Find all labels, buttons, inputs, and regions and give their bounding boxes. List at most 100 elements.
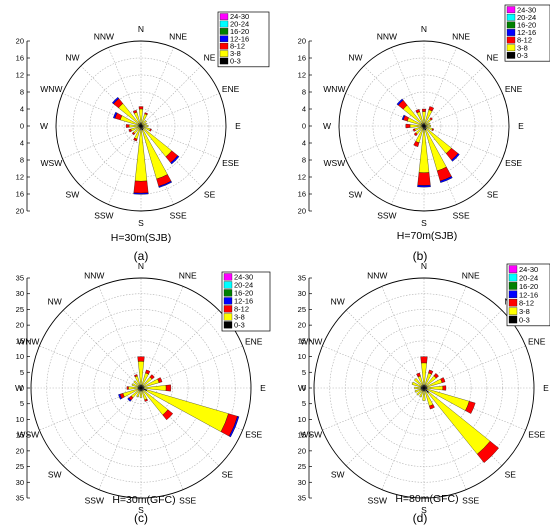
legend-swatch <box>506 13 516 21</box>
wedge-w-bin-1 <box>128 386 139 390</box>
y-axis-tick-label: 5 <box>302 368 306 377</box>
grid-spoke <box>346 387 425 466</box>
wedge-ene-bin-2 <box>157 377 163 383</box>
legend-label: 20-24 <box>230 20 249 29</box>
wedge-w-bin-2 <box>126 386 129 390</box>
wind-rose-panel-3: 353025201510505101520253035NNNENEENEEESE… <box>15 261 271 525</box>
direction-label-nw: NW <box>331 297 345 307</box>
grid-spoke <box>140 47 174 127</box>
y-axis-tick-label: 25 <box>16 305 24 314</box>
direction-label-ssw: SSW <box>85 496 104 506</box>
legend-label: 3-8 <box>230 49 241 58</box>
legend-label: 3-8 <box>519 307 530 316</box>
legend-label: 8-12 <box>517 36 532 45</box>
wedge-sw-bin-2 <box>413 132 418 137</box>
grid-spoke <box>108 125 142 205</box>
y-axis-tick-label: 12 <box>298 71 306 80</box>
y-axis-tick-label: 30 <box>298 478 306 487</box>
legend-swatch <box>506 51 516 59</box>
legend-swatch <box>223 321 233 329</box>
direction-label-ese: ESE <box>528 430 545 440</box>
wedge-s-bin-3 <box>133 192 149 195</box>
y-axis-tick-label: 25 <box>16 462 24 471</box>
panel-letter: (d) <box>413 511 428 525</box>
wedge-nne-bin-2 <box>144 112 148 116</box>
grid-spoke <box>381 387 425 490</box>
legend-swatch <box>219 20 229 28</box>
y-axis-tick-label: 12 <box>16 173 24 182</box>
wind-rose-panel-1: 20 16 12 8 4 0 4 8 12 16 20 N NNE NE ENE E ESE SE SSE S SSW S… <box>16 11 270 263</box>
grid-spoke <box>322 387 425 431</box>
grid-spoke <box>98 286 142 389</box>
y-axis-tick-label: 20 <box>298 321 306 330</box>
wedge-nne-bin-2 <box>145 369 151 375</box>
wedge-e-bin-1 <box>426 385 444 391</box>
wedge-nnw-bin-2 <box>134 374 138 378</box>
wedge-s-bin-1 <box>422 390 426 401</box>
direction-label-ene: ENE <box>528 336 546 346</box>
grid-spoke <box>140 310 219 389</box>
y-axis-tick-label: 20 <box>298 37 306 46</box>
wedge-s-bin-1 <box>139 390 143 398</box>
y-axis-tick-label: 30 <box>16 289 24 298</box>
wedge-n-bin-2 <box>422 108 426 112</box>
legend-swatch <box>506 21 516 29</box>
legend-swatch <box>219 50 229 57</box>
direction-label-ene: ENE <box>505 84 523 94</box>
legend-label: 8-12 <box>519 299 534 308</box>
legend-swatch <box>506 29 516 36</box>
direction-label-w: W <box>298 383 306 393</box>
grid-ring <box>72 57 210 195</box>
grid-ring <box>355 57 493 195</box>
grid-spoke <box>423 47 457 127</box>
direction-label-w: W <box>15 383 23 393</box>
wedge-ene-bin-1 <box>142 122 147 126</box>
y-axis-tick-label: 16 <box>16 190 24 199</box>
legend-label: 16-20 <box>230 27 249 36</box>
direction-label-nne: NNE <box>452 31 470 41</box>
y-axis-tick-label: 20 <box>16 446 24 455</box>
direction-label-s: S <box>421 218 427 228</box>
direction-label-wnw: WNW <box>40 84 62 94</box>
wedge-s-bin-2 <box>417 172 431 186</box>
legend-label: 12-16 <box>519 290 538 299</box>
direction-label-sse: SSE <box>462 496 479 506</box>
wedge-ne-bin-1 <box>141 120 147 126</box>
grid-spoke <box>80 125 142 187</box>
legend-label: 12-16 <box>234 297 253 306</box>
wedge-ne-bin-2 <box>429 117 433 121</box>
direction-label-sse: SSE <box>170 211 187 221</box>
wedge-ese-bin-2 <box>431 128 434 132</box>
wedge-ene-bin-2 <box>440 377 446 383</box>
y-axis-tick-label: 16 <box>298 190 306 199</box>
legend-label: 16-20 <box>519 282 538 291</box>
direction-label-nnw: NNW <box>377 31 397 41</box>
wedge-sse-bin-2 <box>144 398 148 402</box>
direction-label-sw: SW <box>66 190 80 200</box>
direction-label-nw: NW <box>48 297 62 307</box>
grid-spoke <box>63 387 142 466</box>
legend-label: 0-3 <box>230 57 241 66</box>
wedge-e-bin-2 <box>165 384 172 392</box>
direction-label-s: S <box>138 218 144 228</box>
wedge-wnw-bin-1 <box>411 381 422 388</box>
wedge-nnw-bin-2 <box>132 109 138 114</box>
direction-label-n: N <box>421 261 427 271</box>
y-axis-tick-label: 12 <box>298 173 306 182</box>
wedge-ese-bin-2 <box>465 401 476 414</box>
y-axis-tick-label: 8 <box>20 156 24 165</box>
y-axis-tick-label: 0 <box>20 122 24 131</box>
y-axis-tick-label: 15 <box>298 431 306 440</box>
legend-swatch <box>223 297 233 305</box>
y-axis-tick-label: 8 <box>20 88 24 97</box>
direction-label-sw: SW <box>48 469 62 479</box>
grid-spoke <box>140 93 220 127</box>
wedge-e-bin-1 <box>425 125 431 127</box>
y-axis-tick-label: 5 <box>20 399 24 408</box>
direction-label-wsw: WSW <box>41 158 63 168</box>
direction-label-wsw: WSW <box>324 158 346 168</box>
legend-label: 12-16 <box>517 28 536 37</box>
